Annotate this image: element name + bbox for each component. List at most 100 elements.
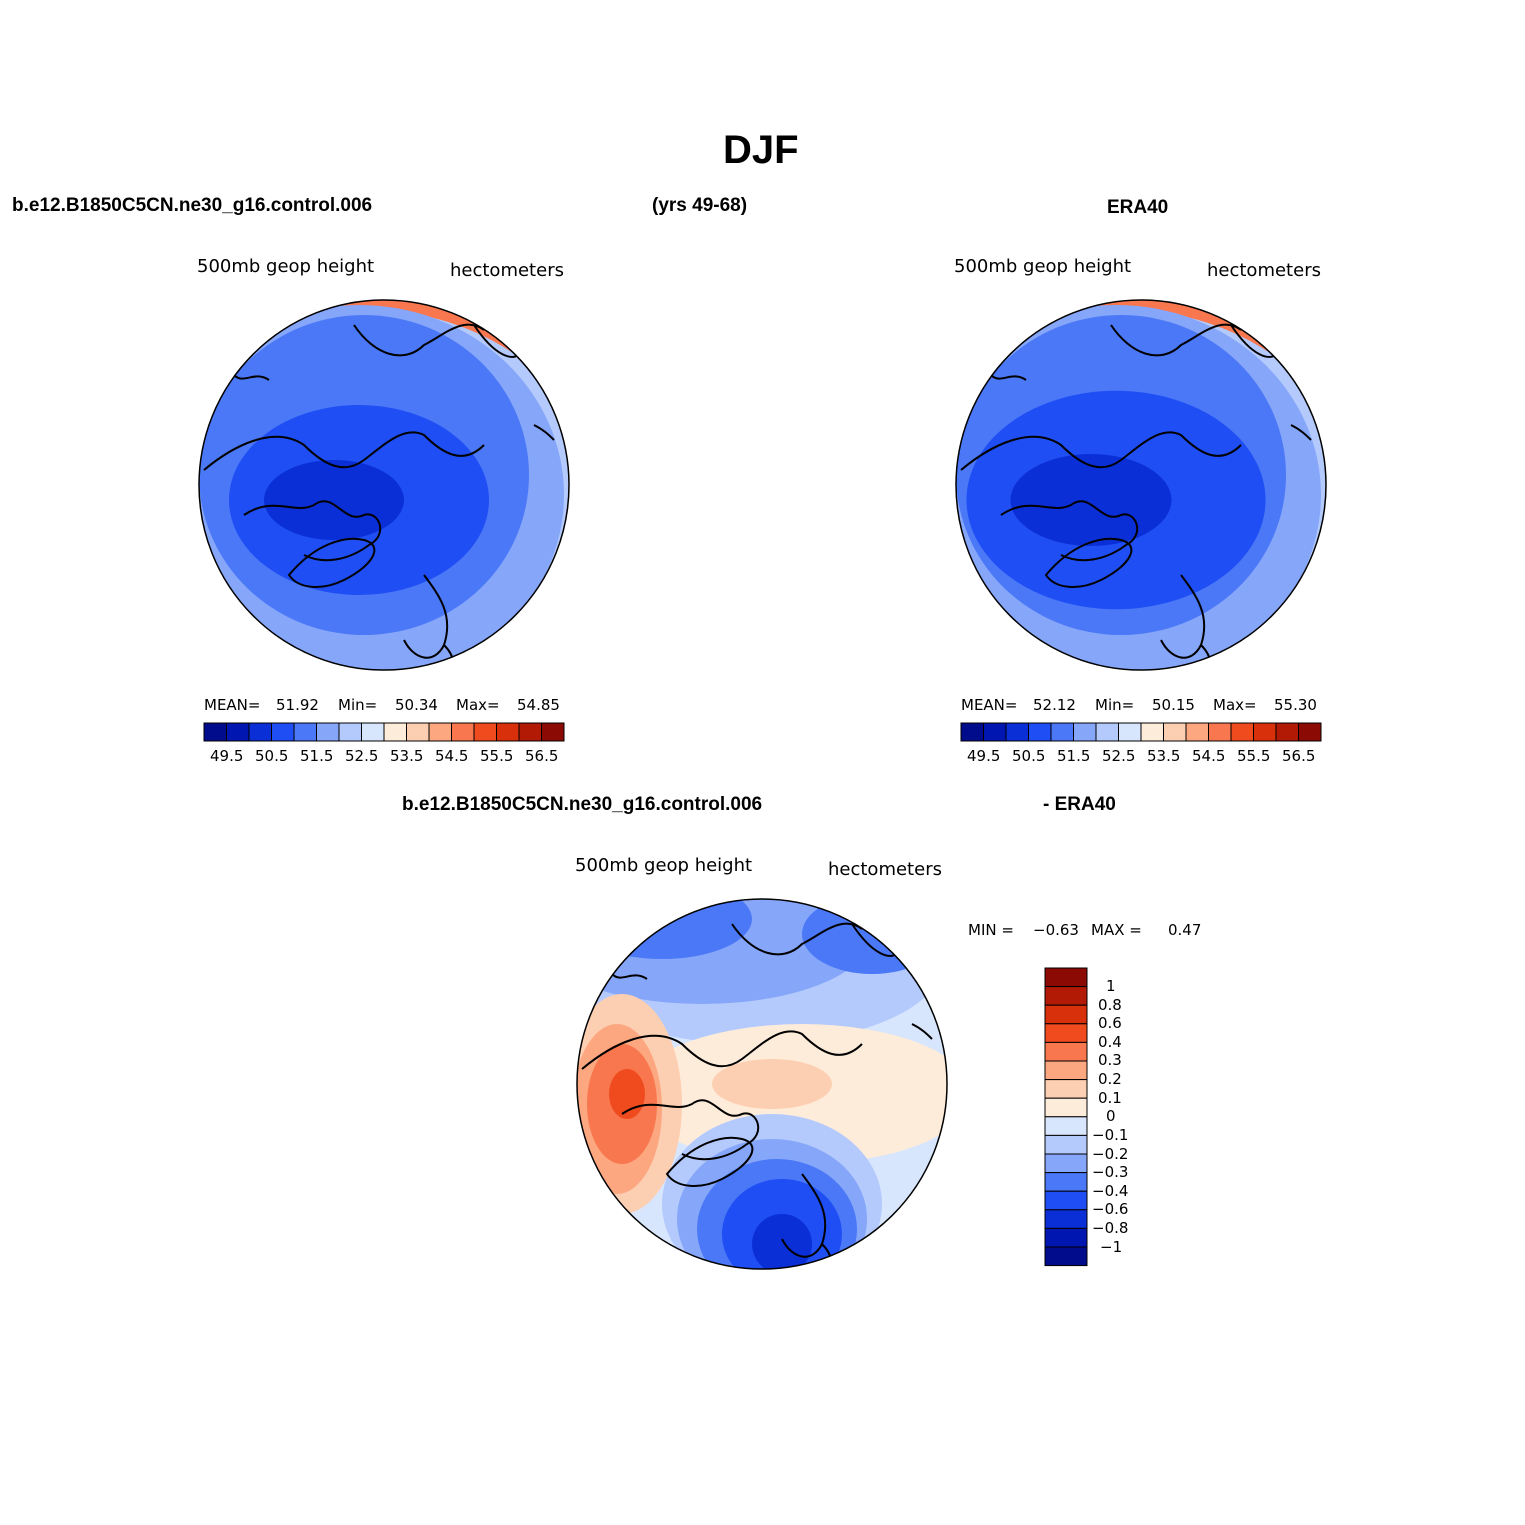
obs-coastline	[1290, 424, 1312, 441]
obs-colorbar-box	[1073, 722, 1097, 742]
obs-colorbar-box	[1208, 722, 1232, 742]
model-max-label: Max=	[456, 696, 500, 714]
model-colorbar-box	[518, 722, 542, 742]
obs-colorbar-tick: 50.5	[1012, 747, 1046, 765]
obs-colorbar-box	[983, 722, 1007, 742]
obs-colorbar-box	[1095, 722, 1119, 742]
diff-minus-title: - ERA40	[1043, 794, 1116, 815]
diff-colorbar-box	[1044, 1097, 1088, 1118]
obs-colorbar-tick: 55.5	[1237, 747, 1271, 765]
diff-colorbar-tick: −0.1	[1092, 1126, 1129, 1144]
model-colorbar-box	[361, 722, 385, 742]
model-colorbar-box	[203, 722, 227, 742]
model-min-value: 50.34	[395, 696, 438, 714]
diff-colorbar-tick: −0.8	[1092, 1219, 1129, 1237]
diff-colorbar-box	[1044, 1060, 1088, 1081]
diff-contour-band	[577, 899, 752, 959]
model-colorbar-box	[271, 722, 295, 742]
model-colorbar-tick: 52.5	[345, 747, 379, 765]
model-colorbar-box	[338, 722, 362, 742]
model-colorbar-box	[496, 722, 520, 742]
diff-max-value: 0.47	[1168, 921, 1202, 939]
model-mean-value: 51.92	[276, 696, 319, 714]
model-colorbar-tick: 54.5	[435, 747, 469, 765]
obs-colorbar-box	[1230, 722, 1254, 742]
obs-colorbar-tick: 49.5	[967, 747, 1001, 765]
model-colorbar-box	[473, 722, 497, 742]
obs-colorbar-box	[1140, 722, 1164, 742]
model-colorbar-box	[316, 722, 340, 742]
model-coastline	[533, 424, 555, 441]
diff-contour-band	[752, 1214, 812, 1269]
model-colorbar-tick: 56.5	[525, 747, 559, 765]
diff-map-border	[576, 898, 948, 1270]
model-contour-band	[264, 460, 404, 540]
obs-colorbar-box	[1005, 722, 1029, 742]
model-colorbar-tick: 49.5	[210, 747, 244, 765]
obs-colorbar-box	[1253, 722, 1277, 742]
obs-units-label: hectometers	[1207, 260, 1321, 281]
obs-variable-label: 500mb geop height	[954, 256, 1132, 277]
diff-colorbar-box	[1044, 986, 1088, 1006]
obs-colorbar-box	[1163, 722, 1187, 742]
model-colorbar-box	[541, 722, 565, 742]
obs-case-title: ERA40	[1107, 197, 1169, 218]
figure-title: DJF	[723, 128, 799, 172]
model-colorbar-tick: 50.5	[255, 747, 289, 765]
model-colorbar-box	[226, 722, 250, 742]
obs-colorbar-box	[1118, 722, 1142, 742]
diff-colorbar-box	[1044, 1023, 1088, 1043]
diff-colorbar-tick: 1	[1106, 977, 1116, 995]
model-case-title: b.e12.B1850C5CN.ne30_g16.control.006	[12, 195, 373, 216]
obs-coastline	[1044, 537, 1133, 588]
diff-colorbar-tick: 0.3	[1098, 1051, 1122, 1069]
obs-colorbar-box	[1275, 722, 1299, 742]
diff-colorbar-box	[1044, 1209, 1088, 1229]
diff-colorbar-box	[1044, 1079, 1088, 1099]
diff-coastline	[665, 1136, 754, 1187]
diff-units-label: hectometers	[828, 859, 942, 880]
diff-colorbar-tick: −0.2	[1092, 1145, 1129, 1163]
obs-colorbar-box	[960, 722, 984, 742]
obs-coastline	[990, 374, 1027, 381]
obs-colorbar-tick: 53.5	[1147, 747, 1181, 765]
diff-case-title: b.e12.B1850C5CN.ne30_g16.control.006	[402, 794, 763, 815]
obs-coastline	[1000, 500, 1139, 562]
years-label: (yrs 49-68)	[652, 195, 748, 216]
model-max-value: 54.85	[517, 696, 560, 714]
diff-coastline	[911, 1023, 933, 1040]
model-colorbar-box	[428, 722, 452, 742]
diff-colorbar-tick: −0.3	[1092, 1163, 1129, 1181]
diff-colorbar-tick: −0.4	[1092, 1182, 1129, 1200]
diff-colorbar-box	[1044, 1246, 1088, 1267]
obs-colorbar-box	[1185, 722, 1209, 742]
diff-colorbar-box	[1044, 1004, 1088, 1025]
obs-colorbar-tick: 54.5	[1192, 747, 1226, 765]
model-colorbar-tick: 51.5	[300, 747, 334, 765]
diff-colorbar-tick: 0	[1106, 1107, 1116, 1125]
obs-mean-value: 52.12	[1033, 696, 1076, 714]
diff-contour-field	[577, 899, 947, 1269]
model-map-border	[198, 299, 570, 671]
obs-colorbar-tick: 51.5	[1057, 747, 1091, 765]
model-colorbar-box	[451, 722, 475, 742]
diff-min-value: −0.63	[1033, 921, 1079, 939]
diff-colorbar-tick: 0.2	[1098, 1070, 1122, 1088]
obs-colorbar-box	[1050, 722, 1074, 742]
diff-colorbar-tick: 0.6	[1098, 1014, 1122, 1032]
diff-colorbar-tick: −0.6	[1092, 1200, 1129, 1218]
diff-colorbar-box	[1044, 1172, 1088, 1192]
diff-variable-label: 500mb geop height	[575, 855, 753, 876]
model-colorbar-box	[248, 722, 272, 742]
model-coastline	[287, 537, 376, 588]
diff-colorbar-tick: 0.4	[1098, 1033, 1122, 1051]
diff-colorbar-box	[1044, 1116, 1088, 1136]
model-coastline	[203, 431, 485, 471]
diff-contour-band	[802, 899, 942, 974]
obs-max-label: Max=	[1213, 696, 1257, 714]
diff-min-label: MIN =	[968, 921, 1014, 939]
diff-contour-band	[712, 1059, 832, 1109]
diff-colorbar-box	[1044, 1153, 1088, 1174]
obs-min-value: 50.15	[1152, 696, 1195, 714]
